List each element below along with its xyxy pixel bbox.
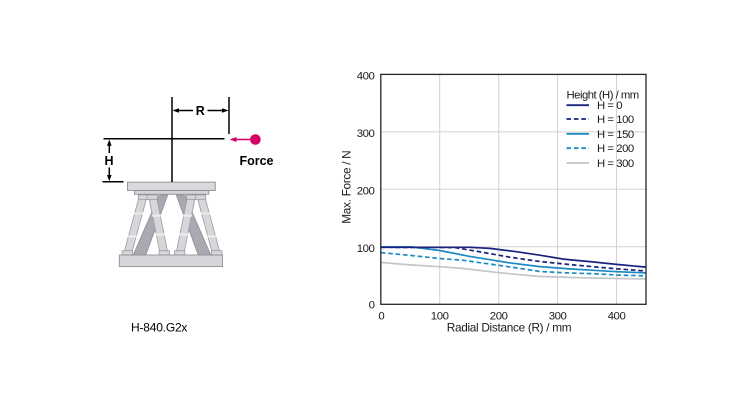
svg-text:Radial Distance (R) / mm: Radial Distance (R) / mm (447, 321, 572, 335)
svg-text:400: 400 (357, 71, 375, 83)
svg-text:300: 300 (549, 311, 567, 323)
svg-text:100: 100 (357, 243, 375, 255)
svg-text:Force: Force (239, 154, 273, 168)
svg-text:H-840.G2x: H-840.G2x (131, 321, 187, 335)
svg-text:H = 200: H = 200 (597, 143, 634, 155)
svg-text:H = 150: H = 150 (597, 129, 634, 141)
svg-text:400: 400 (608, 311, 626, 323)
svg-text:R: R (196, 104, 205, 118)
svg-text:0: 0 (378, 311, 384, 323)
svg-text:0: 0 (369, 299, 375, 311)
svg-text:H = 300: H = 300 (597, 158, 634, 170)
svg-text:300: 300 (357, 128, 375, 140)
svg-text:100: 100 (431, 311, 449, 323)
svg-text:Height (H) / mm: Height (H) / mm (567, 90, 639, 102)
svg-text:H: H (104, 154, 113, 168)
svg-text:H = 0: H = 0 (597, 100, 622, 112)
svg-text:Max. Force / N: Max. Force / N (340, 151, 354, 224)
svg-text:200: 200 (490, 311, 508, 323)
svg-text:H = 100: H = 100 (597, 114, 634, 126)
svg-text:200: 200 (357, 185, 375, 197)
